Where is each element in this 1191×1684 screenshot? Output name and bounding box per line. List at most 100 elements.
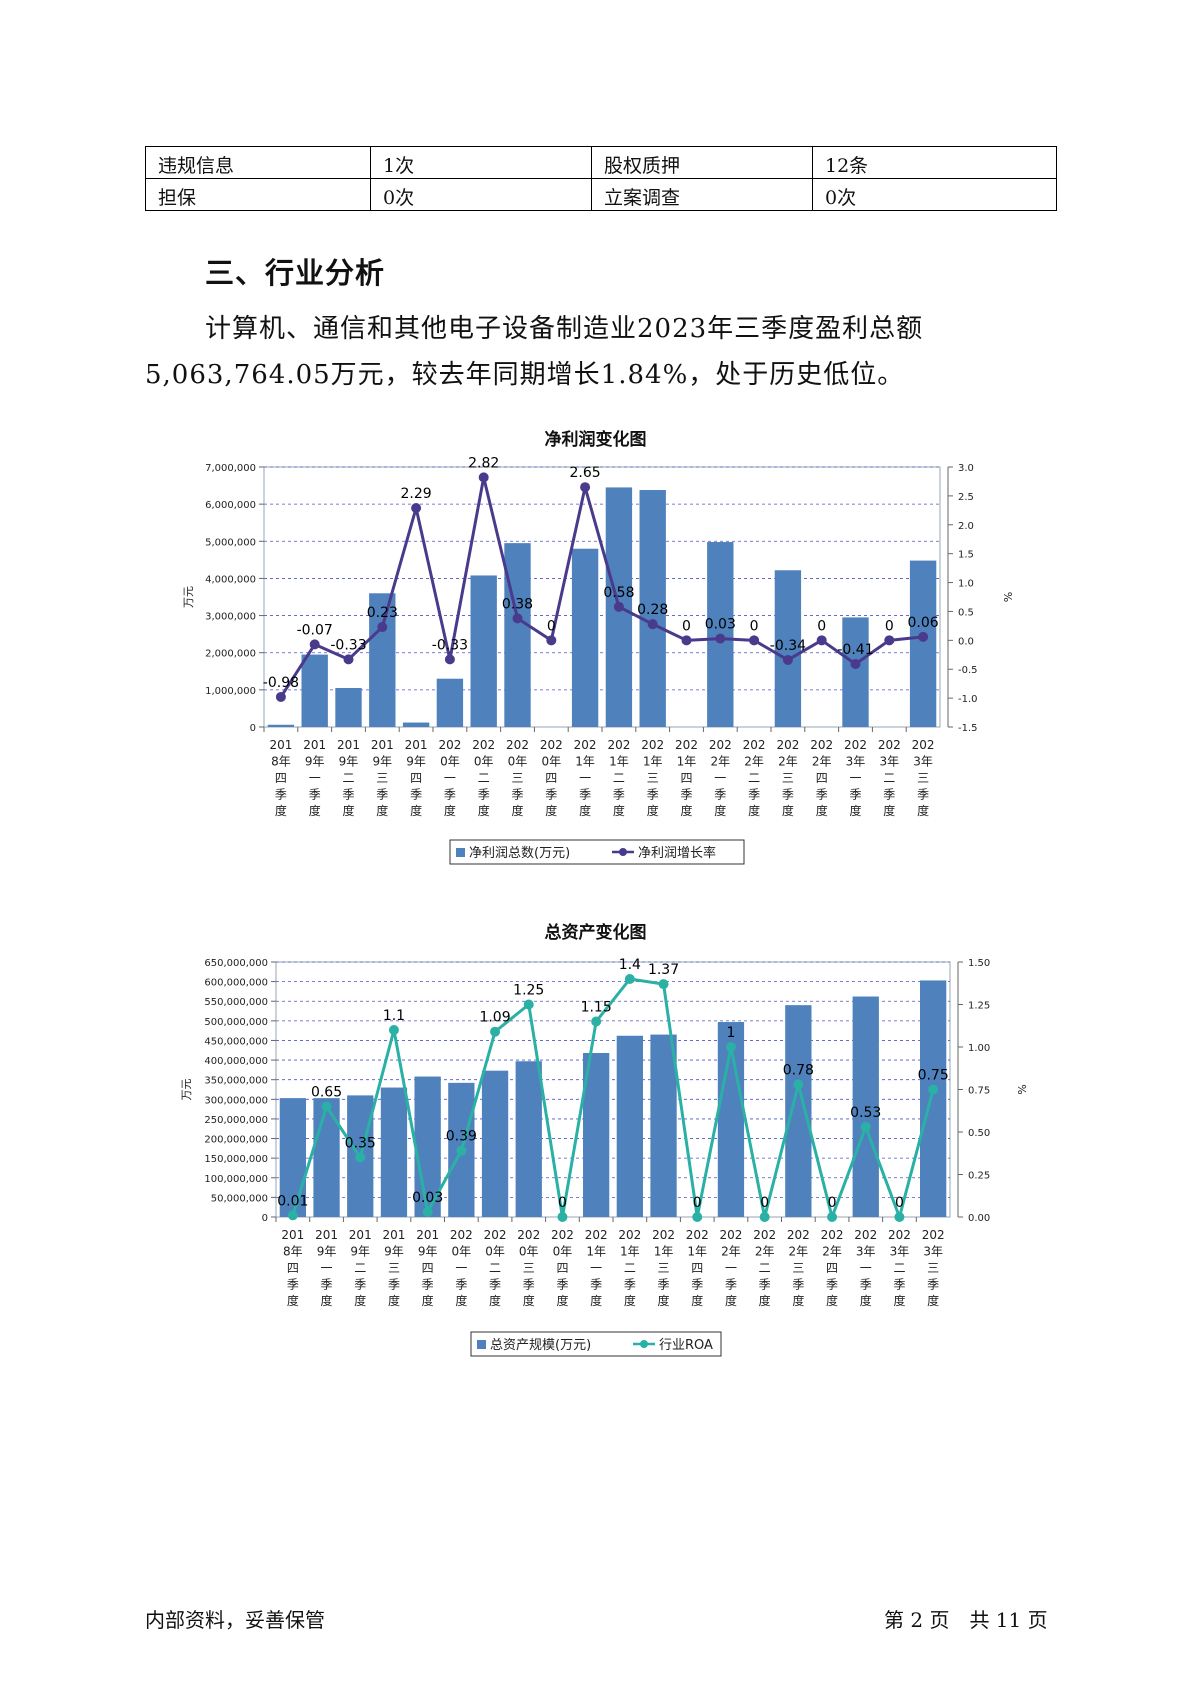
x-tick-label: 二 xyxy=(354,1261,366,1275)
x-tick-label: 0年 xyxy=(485,1245,505,1259)
data-label: -0.41 xyxy=(837,642,873,658)
x-tick-label: 度 xyxy=(658,1293,670,1308)
x-tick-label: 季 xyxy=(388,1278,400,1292)
bar xyxy=(842,617,869,727)
x-tick-label: 202 xyxy=(540,738,563,752)
x-tick-label: 度 xyxy=(680,803,692,818)
bar xyxy=(920,980,947,1217)
legend-label: 总资产规模(万元) xyxy=(490,1338,591,1353)
x-tick-label: 三 xyxy=(511,771,523,785)
x-tick-label: 度 xyxy=(287,1293,299,1308)
x-tick-label: 一 xyxy=(860,1261,872,1275)
data-label: 0.35 xyxy=(345,1136,376,1152)
x-tick-label: 四 xyxy=(275,771,287,785)
data-label: 0.28 xyxy=(637,602,668,618)
x-tick-label: 202 xyxy=(719,1228,742,1242)
y-tick-label: 5,000,000 xyxy=(205,537,256,548)
line-point xyxy=(546,635,557,646)
x-tick-label: 一 xyxy=(309,771,321,785)
table-cell: 0次 xyxy=(370,178,592,211)
x-tick-label: 1年 xyxy=(575,755,595,769)
line-point xyxy=(749,635,760,646)
bar xyxy=(267,724,295,727)
y2-tick-label: 3.0 xyxy=(958,463,974,474)
x-tick-label: 9年 xyxy=(339,755,359,769)
x-tick-label: 2年 xyxy=(744,755,764,769)
legend-label: 行业ROA xyxy=(659,1338,713,1353)
x-tick-label: 1年 xyxy=(586,1245,606,1259)
x-tick-label: 三 xyxy=(376,771,388,785)
net-profit-chart: 0 1,000,000 2,000,000 3,000,000 4,000,000 5,0… xyxy=(182,455,1014,865)
data-label: 0 xyxy=(885,618,894,634)
x-tick-label: 9年 xyxy=(372,755,392,769)
x-tick-label: 度 xyxy=(613,803,625,818)
x-tick-label: 度 xyxy=(511,803,523,818)
x-tick-label: 度 xyxy=(647,803,659,818)
info-table: 违规信息 1次 股权质押 12条 担保 0次 立案调查 0次 xyxy=(145,146,1057,211)
x-tick-label: 1年 xyxy=(677,755,697,769)
line-point xyxy=(894,1212,905,1222)
y2-tick-label: 1.00 xyxy=(968,1043,990,1054)
y2-tick-label: 0.5 xyxy=(958,607,974,618)
y-tick-label: 350,000,000 xyxy=(204,1076,268,1087)
x-tick-label: 201 xyxy=(349,1228,372,1242)
line-point xyxy=(827,1212,838,1222)
x-tick-label: 三 xyxy=(647,771,659,785)
section-paragraph: 计算机、通信和其他电子设备制造业2023年三季度盈利总额5,063,764.05… xyxy=(145,314,924,390)
x-tick-label: 2年 xyxy=(822,1245,842,1259)
x-tick-label: 202 xyxy=(743,738,766,752)
x-tick-label: 201 xyxy=(405,738,428,752)
data-label: 0 xyxy=(817,618,826,634)
x-tick-label: 一 xyxy=(590,1261,602,1275)
x-tick-label: 度 xyxy=(410,803,422,818)
data-label: 0.03 xyxy=(705,617,736,633)
y-tick-label: 500,000,000 xyxy=(204,1017,268,1028)
x-tick-label: 202 xyxy=(675,738,698,752)
bar xyxy=(785,1005,812,1217)
data-label: 0 xyxy=(558,1195,567,1211)
x-tick-label: 9年 xyxy=(305,755,325,769)
x-tick-label: 一 xyxy=(714,771,726,785)
bar xyxy=(481,1070,509,1217)
x-tick-label: 二 xyxy=(893,1261,905,1275)
x-tick-label: 季 xyxy=(647,788,659,802)
bar xyxy=(571,548,599,727)
data-label: 1.1 xyxy=(383,1008,405,1024)
x-tick-label: 季 xyxy=(287,1278,299,1292)
line-point xyxy=(388,1025,399,1035)
x-tick-label: 度 xyxy=(816,803,828,818)
legend-box xyxy=(470,1331,722,1357)
data-label: 1.09 xyxy=(479,1010,510,1026)
x-tick-label: 季 xyxy=(917,788,929,802)
line-point xyxy=(275,691,286,702)
x-tick-label: 202 xyxy=(438,738,461,752)
x-tick-label: 度 xyxy=(556,1293,568,1308)
x-tick-label: 度 xyxy=(883,803,895,818)
x-tick-label: 1年 xyxy=(654,1245,674,1259)
x-tick-label: 一 xyxy=(579,771,591,785)
x-tick-label: 9年 xyxy=(384,1245,404,1259)
x-tick-label: 度 xyxy=(590,1293,602,1308)
bar xyxy=(616,1035,643,1217)
data-label: -0.33 xyxy=(432,637,468,653)
x-tick-label: 一 xyxy=(849,771,861,785)
x-tick-label: 四 xyxy=(422,1261,434,1275)
bar xyxy=(436,678,464,727)
line-point xyxy=(816,635,827,646)
x-tick-label: 202 xyxy=(912,738,935,752)
line-point xyxy=(918,631,929,642)
x-tick-label: 201 xyxy=(281,1228,304,1242)
data-label: 0.58 xyxy=(603,585,634,601)
series-line xyxy=(279,475,924,698)
x-tick-label: 三 xyxy=(523,1261,535,1275)
x-tick-label: 2年 xyxy=(710,755,730,769)
bar xyxy=(301,654,328,727)
x-tick-label: 202 xyxy=(618,1228,641,1242)
data-label: 0 xyxy=(682,618,691,634)
bar xyxy=(470,575,497,727)
data-label: 0.06 xyxy=(908,615,939,631)
x-tick-label: 季 xyxy=(782,788,794,802)
x-tick-label: 二 xyxy=(478,771,490,785)
x-tick-label: 度 xyxy=(624,1293,636,1308)
table-row: 违规信息 1次 股权质押 12条 xyxy=(145,146,1057,179)
